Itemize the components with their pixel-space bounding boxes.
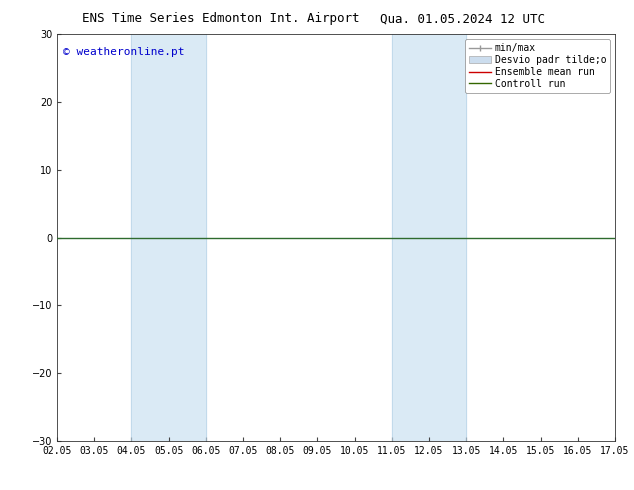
Bar	[392, 34, 466, 441]
Text: © weatheronline.pt: © weatheronline.pt	[63, 47, 184, 56]
Text: ENS Time Series Edmonton Int. Airport: ENS Time Series Edmonton Int. Airport	[82, 12, 360, 25]
Legend: min/max, Desvio padr tilde;o, Ensemble mean run, Controll run: min/max, Desvio padr tilde;o, Ensemble m…	[465, 39, 610, 93]
Text: Qua. 01.05.2024 12 UTC: Qua. 01.05.2024 12 UTC	[380, 12, 545, 25]
Bar	[131, 34, 206, 441]
